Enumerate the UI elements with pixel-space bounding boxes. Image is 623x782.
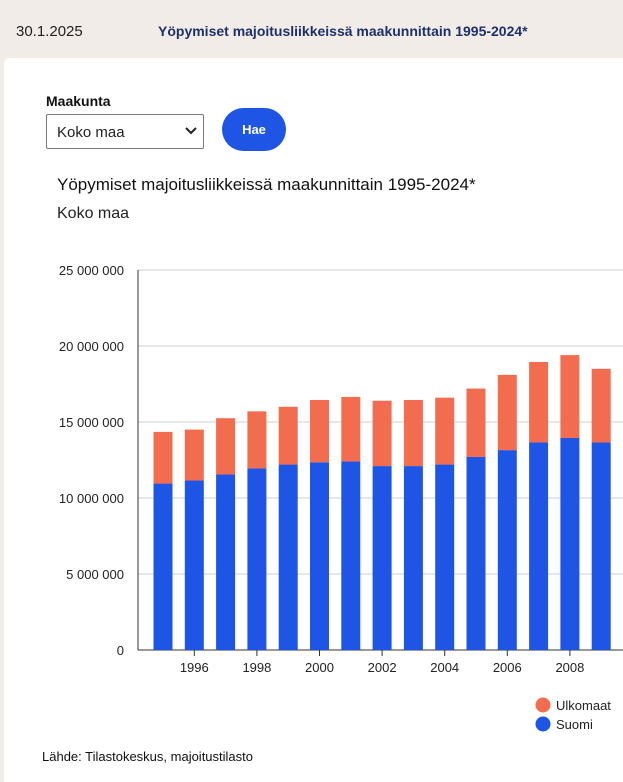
bar-suomi [278,464,298,650]
chevron-down-icon [185,127,197,135]
x-tick-label: 1998 [242,660,271,675]
chart-title: Yöpymiset majoitusliikkeissä maakunnitta… [57,175,476,194]
bar-suomi [247,468,267,650]
bar-ulkomaat [403,399,423,467]
header-date: 30.1.2025 [16,23,83,40]
y-tick-label: 0 [117,643,124,658]
bar-ulkomaat [216,418,236,475]
bar-ulkomaat [591,368,611,443]
y-tick-label: 20 000 000 [59,339,124,354]
source-note: Lähde: Tilastokeskus, majoitustilasto [42,749,253,764]
x-tick-label: 2000 [305,660,334,675]
bar-ulkomaat [247,411,267,469]
bar-ulkomaat [278,406,298,465]
bar-suomi [184,480,204,650]
bar-suomi [560,437,580,650]
bar-ulkomaat [466,388,486,457]
bar-ulkomaat [310,399,329,463]
bar-ulkomaat [184,429,204,481]
bar-suomi [497,450,517,650]
bar-suomi [153,483,173,650]
bar-suomi [529,442,549,650]
bar-suomi [435,464,455,650]
bar-ulkomaat [497,374,517,451]
header-bar: 30.1.2025 Yöpymiset majoitusliikkeissä m… [0,0,623,58]
header-title: Yöpymiset majoitusliikkeissä maakunnitta… [158,23,528,39]
region-select[interactable]: Koko maa [46,114,204,149]
bar-suomi [310,462,329,650]
y-tick-label: 10 000 000 [59,491,124,506]
legend-marker [535,716,551,732]
x-tick-label: 1996 [180,660,209,675]
legend-label: Suomi [556,717,593,732]
legend-label: Ulkomaat [556,698,611,713]
y-tick-label: 5 000 000 [66,567,124,582]
region-select-label: Maakunta [46,93,111,109]
x-tick-label: 2006 [493,660,522,675]
bar-suomi [591,442,611,650]
fetch-button[interactable]: Hae [222,108,286,151]
y-tick-label: 25 000 000 [59,263,124,278]
x-tick-label: 2004 [430,660,459,675]
chart-subtitle: Koko maa [57,205,130,222]
bar-suomi [216,474,236,650]
bar-suomi [372,466,392,650]
x-tick-label: 2002 [368,660,397,675]
region-select-value: Koko maa [57,124,125,141]
bar-ulkomaat [435,397,455,465]
bar-suomi [341,461,361,650]
x-tick-label: 2008 [555,660,584,675]
bar-suomi [403,466,423,650]
bar-ulkomaat [560,355,580,438]
y-tick-label: 15 000 000 [59,415,124,430]
bar-ulkomaat [341,396,361,462]
bar-suomi [466,456,486,650]
bar-ulkomaat [372,400,392,467]
bar-ulkomaat [153,431,173,484]
bar-ulkomaat [529,361,549,443]
legend-marker [535,697,551,713]
